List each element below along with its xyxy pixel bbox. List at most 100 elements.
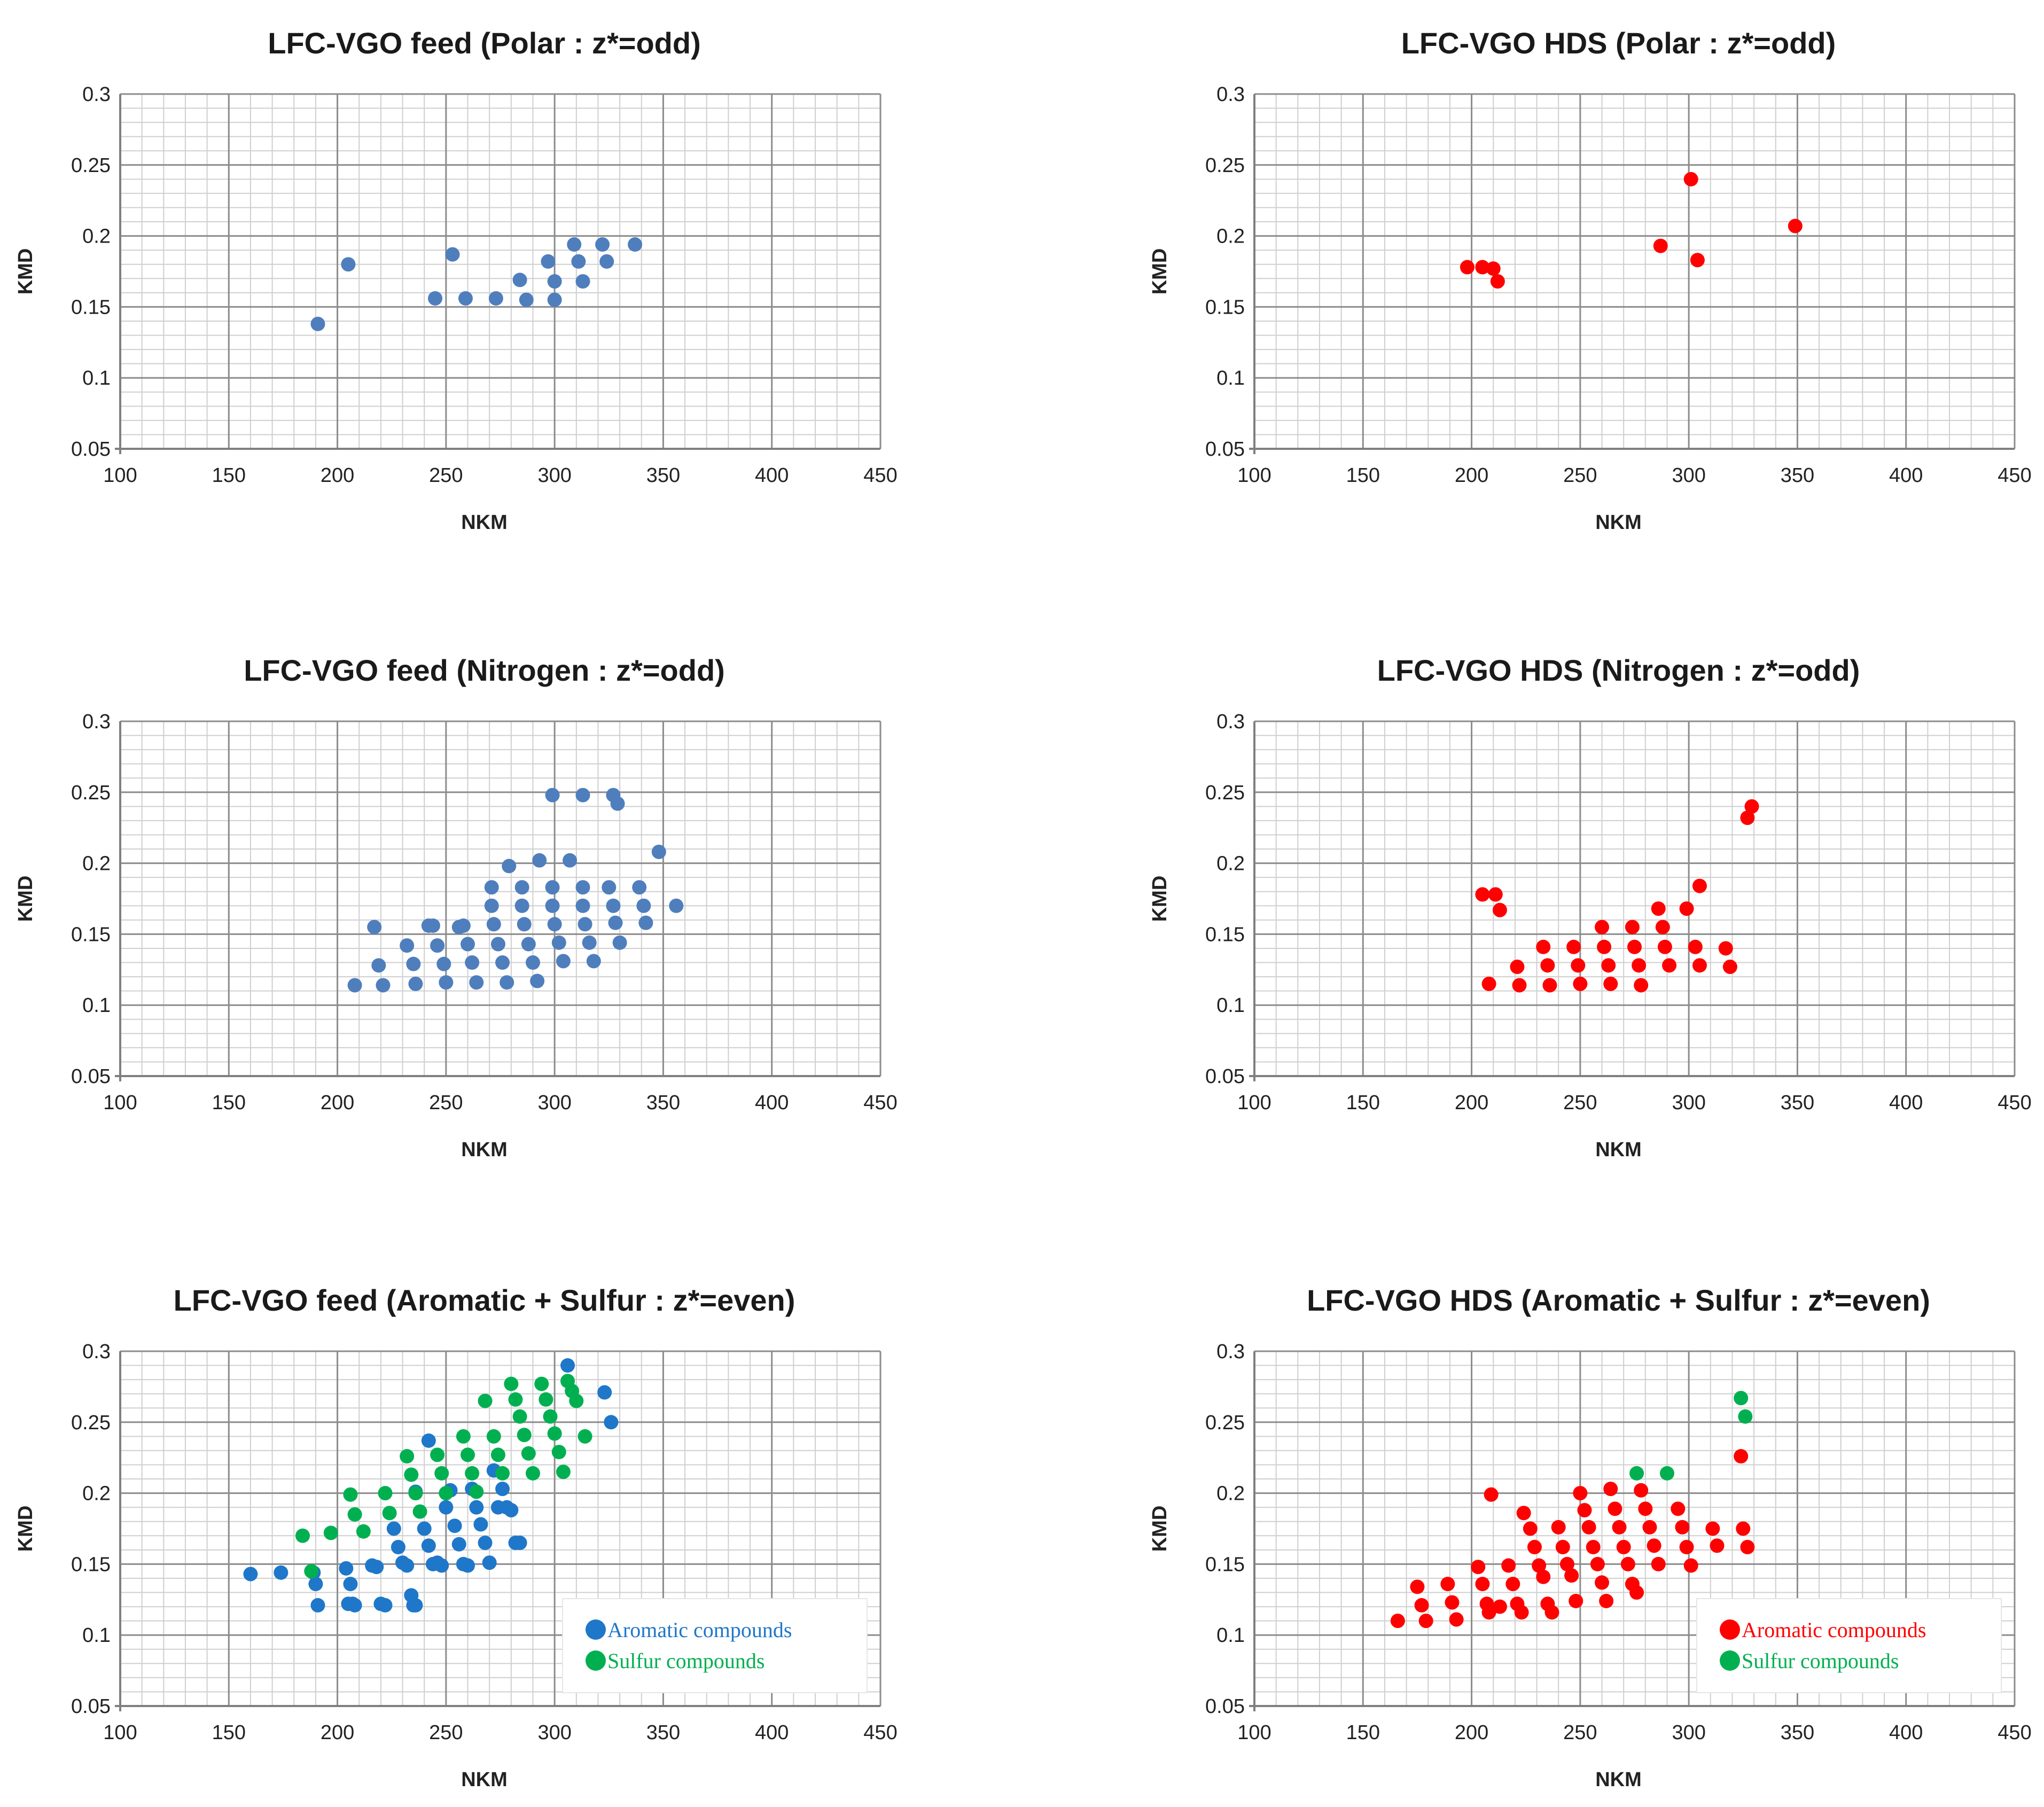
data-point [632,880,647,895]
x-tick-label: 250 [429,464,463,487]
data-point [1651,1556,1666,1571]
x-tick-label: 450 [1998,1092,2031,1114]
legend-box [562,1598,868,1693]
legend-label: Aromatic compounds [1742,1618,1926,1642]
data-point [604,1415,619,1430]
legend-marker [586,1650,606,1671]
data-point [1734,1449,1749,1464]
data-point [608,915,623,930]
data-point [599,254,614,269]
data-point [465,1466,480,1481]
data-point [386,1521,401,1536]
data-point [1551,1520,1566,1535]
plot-area [120,94,880,449]
data-point [1390,1614,1405,1629]
x-axis-title: NKM [461,1769,508,1791]
data-point [1705,1521,1720,1536]
y-tick-label: 0.05 [1205,1065,1245,1088]
legend: Aromatic compounds Sulfur compounds [1696,1598,2002,1693]
x-tick-label: 300 [1672,1092,1705,1114]
data-point [458,291,473,306]
data-point [439,1500,454,1515]
data-point [356,1524,371,1539]
data-point [341,1596,356,1611]
data-point [1564,1568,1579,1583]
data-point [1601,958,1616,973]
legend-box [1696,1598,2002,1693]
x-tick-label: 100 [1237,1092,1271,1114]
data-point [1445,1595,1460,1610]
y-tick-label: 0.1 [1216,367,1245,390]
data-point [274,1565,288,1580]
x-tick-label: 450 [1998,1722,2031,1744]
data-point [1599,1593,1614,1608]
y-tick-label: 0.3 [1216,83,1245,106]
chart-panel-5: 100 150 200 250 300 350 400 450 0.05 0.1 0.15 0.2 0.… [14,1283,898,1791]
data-point [519,292,534,307]
data-point [521,1446,536,1461]
y-tick-label: 0.05 [71,438,111,461]
data-point [545,898,560,913]
y-tick-label: 0.05 [71,1695,111,1718]
data-point [495,1466,510,1481]
data-point [486,917,501,932]
x-tick-label: 100 [103,1722,137,1744]
data-point [1608,1501,1622,1516]
legend-marker [586,1619,606,1640]
data-point [347,978,362,993]
data-point [1740,811,1755,825]
data-point [556,954,571,969]
data-point [1590,1556,1605,1571]
data-point [1620,1556,1635,1571]
data-point [400,1558,415,1573]
data-point [451,920,466,934]
data-point [602,880,617,895]
data-point [1679,901,1694,916]
data-point [478,1536,493,1551]
data-point [430,1447,445,1462]
data-point [512,1536,527,1551]
data-point [1662,958,1677,973]
y-tick-label: 0.1 [1216,1624,1245,1647]
x-tick-label: 250 [1563,1722,1597,1744]
legend-label: Aromatic compounds [607,1618,792,1642]
data-point [1736,1521,1751,1536]
data-point [525,1466,540,1481]
data-point [408,1598,423,1613]
data-point [1555,1540,1570,1555]
data-point [1475,1577,1490,1592]
y-tick-label: 0.2 [1216,853,1245,875]
data-point [514,898,529,913]
data-point [1571,958,1586,973]
data-point [514,880,529,895]
data-point [560,1358,575,1373]
data-point [1683,1558,1698,1573]
data-point [473,1517,488,1532]
x-tick-label: 300 [537,1722,571,1744]
data-point [343,1577,358,1592]
data-point [1634,1483,1649,1498]
data-point [512,272,527,287]
y-tick-label: 0.05 [1205,1695,1245,1718]
data-point [556,1465,571,1479]
data-point [369,1560,384,1575]
plot-area [120,721,880,1076]
data-point [571,254,586,269]
x-tick-label: 100 [1237,1722,1271,1744]
data-point [343,1487,358,1502]
data-point [421,1433,436,1448]
data-point [465,955,480,970]
data-point [421,918,436,933]
data-point [1488,887,1503,902]
data-point [1536,1569,1551,1584]
data-point [1510,959,1525,974]
data-point [1603,976,1618,991]
data-point [378,1486,393,1501]
y-axis-title: KMD [1149,876,1171,922]
data-point [304,1564,319,1579]
data-point [1655,920,1670,934]
data-point [1740,1540,1755,1555]
data-point [1647,1538,1661,1553]
y-tick-label: 0.05 [71,1065,111,1088]
